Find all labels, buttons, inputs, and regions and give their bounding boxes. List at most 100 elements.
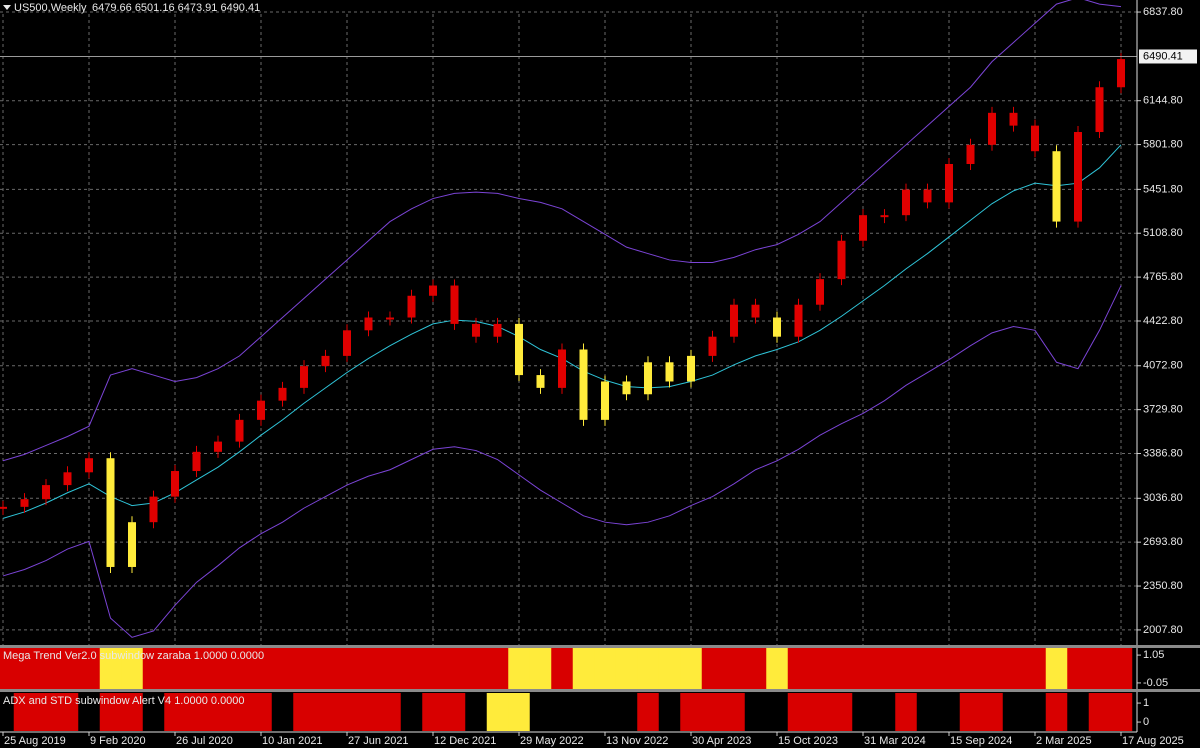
state-block	[486, 693, 509, 731]
state-block	[594, 648, 617, 689]
y-tick-label: 5108.80	[1143, 227, 1183, 239]
indicator-title: ADX and STD subwindow Alert V4 1.0000 0.…	[3, 695, 245, 707]
state-block	[809, 648, 832, 689]
state-block	[314, 648, 337, 689]
y-tick-label: 1.05	[1143, 649, 1164, 661]
state-block	[744, 648, 767, 689]
state-block	[164, 693, 187, 731]
state-block	[1045, 648, 1068, 689]
panel-separator	[0, 689, 1200, 692]
state-block	[723, 648, 746, 689]
state-block	[379, 693, 402, 731]
state-block	[1088, 693, 1111, 731]
state-block	[185, 693, 208, 731]
state-block	[400, 648, 423, 689]
state-block	[852, 693, 875, 731]
y-tick-label: 2350.80	[1143, 580, 1183, 592]
y-tick-label: 0	[1143, 716, 1149, 728]
x-tick-label: 15 Oct 2023	[778, 735, 838, 747]
menu-arrow[interactable]	[3, 5, 11, 10]
state-block	[1088, 648, 1111, 689]
state-block	[1045, 693, 1068, 731]
x-tick-label: 2 Mar 2025	[1036, 735, 1092, 747]
state-block	[293, 693, 316, 731]
x-tick-label: 12 Dec 2021	[434, 735, 496, 747]
state-block	[207, 648, 230, 689]
y-tick-label: 5801.80	[1143, 138, 1183, 150]
state-block	[336, 693, 359, 731]
state-block	[723, 693, 746, 731]
x-tick-label: 26 Jul 2020	[176, 735, 233, 747]
x-tick-label: 13 Nov 2022	[606, 735, 668, 747]
state-block	[1067, 693, 1090, 731]
state-block	[1110, 648, 1133, 689]
y-tick-label: 1	[1143, 697, 1149, 709]
state-block	[615, 648, 638, 689]
state-block	[873, 648, 896, 689]
state-block	[787, 648, 810, 689]
state-block	[443, 693, 466, 731]
state-block	[916, 648, 939, 689]
state-block	[0, 648, 15, 689]
last-price-label: 6490.41	[1143, 50, 1183, 62]
state-block	[164, 648, 187, 689]
x-tick-label: 25 Aug 2019	[4, 735, 66, 747]
state-block	[551, 648, 574, 689]
last-price-box	[1139, 49, 1197, 64]
x-tick-label: 27 Jun 2021	[348, 735, 409, 747]
y-tick-label: 5451.80	[1143, 183, 1183, 195]
state-block	[293, 648, 316, 689]
y-tick-label: 6837.80	[1143, 6, 1183, 18]
state-block	[701, 693, 724, 731]
state-block	[680, 693, 703, 731]
state-block	[766, 648, 789, 689]
state-block	[228, 648, 251, 689]
state-block	[35, 648, 58, 689]
state-block	[357, 648, 380, 689]
state-block	[185, 648, 208, 689]
state-block	[830, 648, 853, 689]
state-block	[142, 648, 165, 689]
state-block	[938, 693, 961, 731]
y-tick-label: 4422.80	[1143, 315, 1183, 327]
band-line	[2, 0, 1122, 462]
state-block	[744, 693, 767, 731]
state-block	[465, 693, 488, 731]
state-block	[379, 648, 402, 689]
state-block	[142, 693, 165, 731]
state-block	[78, 693, 101, 731]
state-block	[56, 648, 79, 689]
x-tick-label: 30 Apr 2023	[692, 735, 751, 747]
state-block	[508, 693, 531, 731]
symbol-title: US500,Weekly	[14, 2, 87, 14]
state-block	[486, 648, 509, 689]
state-block	[1002, 693, 1025, 731]
y-tick-label: 4072.80	[1143, 360, 1183, 372]
state-block	[637, 693, 660, 731]
y-tick-label: 3729.80	[1143, 404, 1183, 416]
state-block	[422, 693, 445, 731]
y-tick-label: 6144.80	[1143, 95, 1183, 107]
state-block	[852, 648, 875, 689]
state-block	[1002, 648, 1025, 689]
state-block	[1067, 648, 1090, 689]
y-tick-label: -0.05	[1143, 677, 1168, 689]
state-block	[701, 648, 724, 689]
ohlc-text: 6479.66 6501.16 6473.91 6490.41	[92, 2, 260, 14]
state-block	[572, 648, 595, 689]
state-block	[443, 648, 466, 689]
state-block	[13, 693, 36, 731]
state-block	[551, 693, 574, 731]
x-tick-label: 17 Aug 2025	[1122, 735, 1184, 747]
state-block	[250, 693, 273, 731]
state-block	[314, 693, 337, 731]
state-block	[637, 648, 660, 689]
state-block	[981, 693, 1004, 731]
state-block	[78, 648, 101, 689]
state-block	[271, 648, 294, 689]
state-block	[529, 648, 552, 689]
state-block	[13, 648, 36, 689]
